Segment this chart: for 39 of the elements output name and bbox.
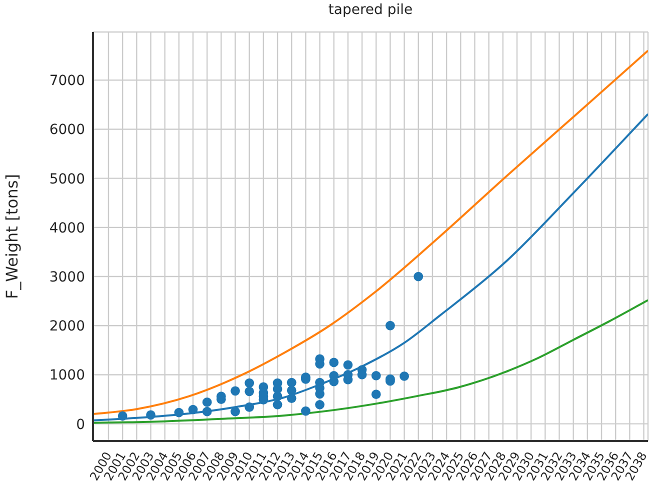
line-series bbox=[93, 112, 648, 422]
point bbox=[230, 406, 240, 416]
y-tick-label: 6000 bbox=[49, 122, 85, 138]
point bbox=[244, 378, 254, 388]
point bbox=[286, 378, 296, 388]
point bbox=[230, 386, 240, 396]
point bbox=[301, 406, 310, 416]
y-tick-label: 2000 bbox=[49, 318, 85, 335]
point bbox=[371, 370, 381, 380]
point bbox=[118, 411, 128, 421]
line-series bbox=[93, 50, 648, 415]
point bbox=[202, 406, 212, 416]
point bbox=[272, 400, 282, 410]
point bbox=[286, 386, 296, 396]
y-tick-label: 4000 bbox=[49, 220, 85, 236]
y-tick-label: 0 bbox=[76, 416, 85, 433]
point bbox=[400, 371, 410, 381]
point bbox=[244, 386, 254, 396]
point bbox=[146, 410, 156, 420]
point bbox=[343, 360, 353, 370]
point bbox=[386, 320, 395, 330]
point bbox=[188, 404, 198, 414]
chart-title: tapered pile bbox=[327, 2, 414, 18]
point bbox=[414, 272, 424, 282]
y-axis-title: F_Weight [tons] bbox=[2, 174, 22, 300]
point bbox=[272, 392, 282, 402]
y-tick-label: 5000 bbox=[49, 171, 85, 188]
y-tick-label: 7000 bbox=[49, 73, 85, 90]
y-tick-label: 3000 bbox=[49, 269, 85, 286]
point bbox=[315, 389, 324, 399]
point bbox=[202, 398, 212, 407]
point bbox=[371, 390, 381, 400]
point bbox=[286, 394, 296, 403]
point bbox=[174, 408, 184, 418]
line-series bbox=[93, 299, 648, 424]
point bbox=[329, 358, 339, 368]
point bbox=[244, 402, 254, 412]
y-tick-label: 1000 bbox=[49, 368, 85, 384]
point bbox=[315, 400, 324, 410]
